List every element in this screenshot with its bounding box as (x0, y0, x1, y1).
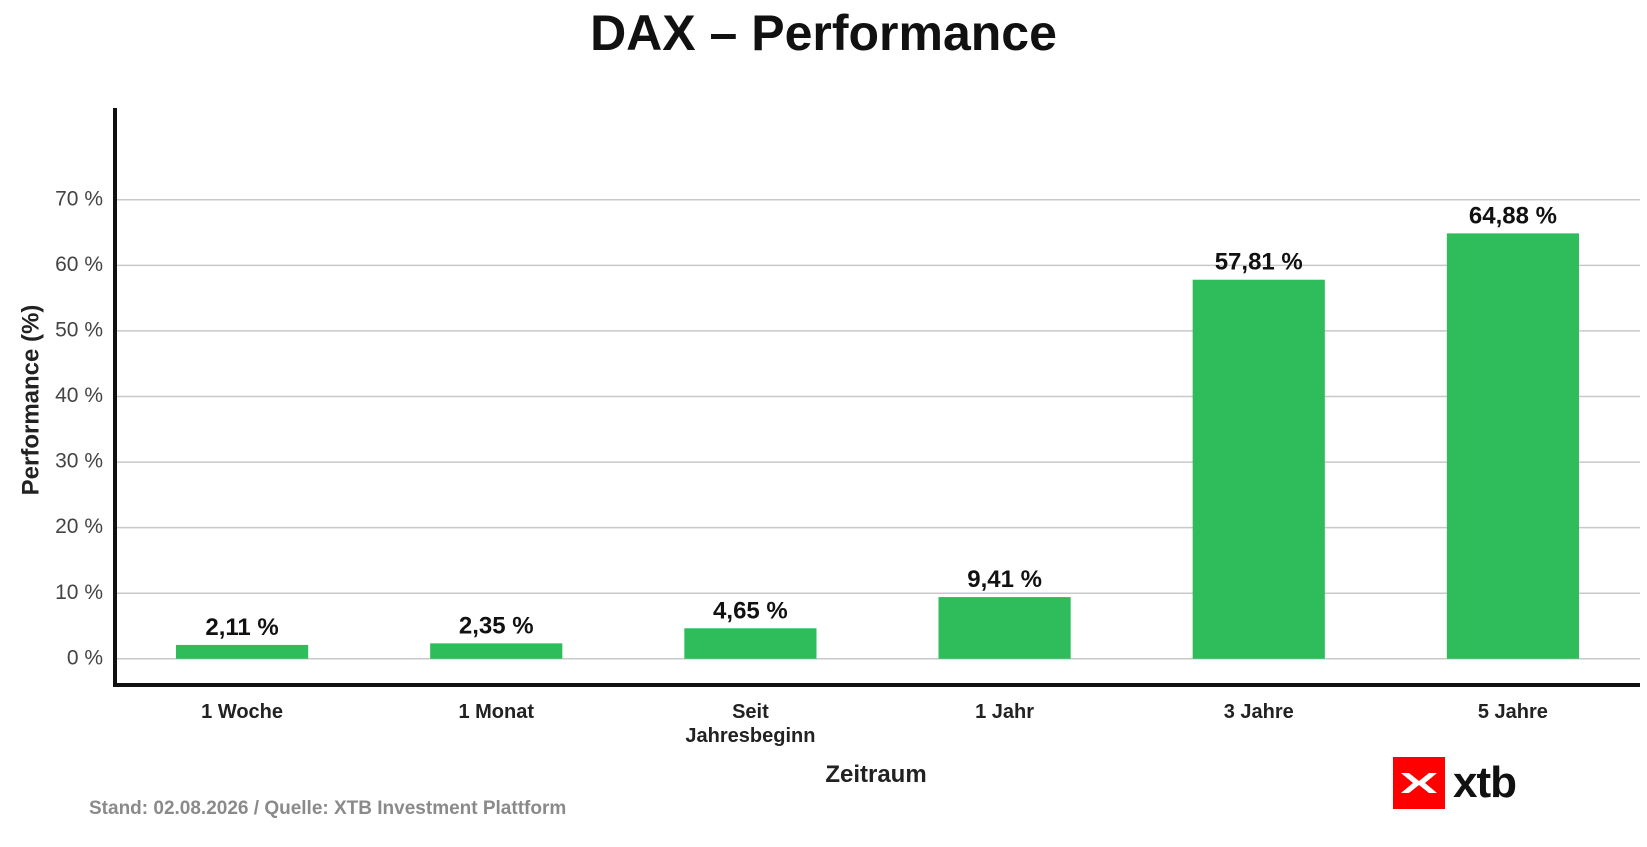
x-tick-label: 1 Monat (458, 701, 534, 723)
bars (176, 233, 1579, 659)
y-tick-label: 20 % (55, 515, 103, 538)
bar (938, 597, 1071, 659)
x-tick-label: Seit Jahresbeginn (685, 701, 815, 747)
bar (430, 643, 563, 659)
data-label: 2,11 % (205, 614, 278, 641)
x-tick-label: 5 Jahre (1478, 701, 1548, 723)
bar (1446, 233, 1579, 659)
y-tick-label: 50 % (55, 318, 103, 341)
x-tick-label: 1 Woche (201, 701, 283, 723)
bar (684, 628, 817, 659)
x-tick-label: 3 Jahre (1224, 701, 1294, 723)
x-category-labels: 1 Woche 1 Monat Seit Jahresbeginn 1 Jahr 3 Ja… (201, 701, 1548, 747)
xtb-x-icon (1393, 757, 1445, 809)
y-tick-label: 70 % (55, 187, 103, 210)
data-labels: 2,11 % 2,35 % 4,65 % 9,41 % 57,81 % 64,88 % (205, 202, 1557, 641)
logo-text: xtb (1453, 758, 1517, 807)
y-axis-label: Performance (%) (17, 305, 44, 496)
data-label: 2,35 % (459, 612, 534, 639)
data-label: 4,65 % (713, 597, 788, 624)
y-tick-label: 30 % (55, 450, 103, 473)
x-axis-label: Zeitraum (825, 761, 926, 788)
y-tick-label: 0 % (67, 646, 103, 669)
y-tick-label: 10 % (55, 581, 103, 604)
source-note: Stand: 02.08.2026 / Quelle: XTB Investme… (89, 798, 567, 819)
xtb-logo: xtb (1393, 757, 1517, 809)
y-tick-label: 60 % (55, 253, 103, 276)
bar (1192, 279, 1325, 659)
bar (176, 644, 309, 659)
data-label: 64,88 % (1469, 202, 1557, 229)
data-label: 9,41 % (967, 566, 1042, 593)
y-tick-labels: 0 % 10 % 20 % 30 % 40 % 50 % 60 % 70 % (55, 187, 103, 669)
y-tick-label: 40 % (55, 384, 103, 407)
chart-title: DAX – Performance (590, 5, 1057, 61)
gridlines (115, 199, 1640, 660)
data-label: 57,81 % (1215, 249, 1303, 276)
x-tick-label: 1 Jahr (975, 701, 1034, 723)
